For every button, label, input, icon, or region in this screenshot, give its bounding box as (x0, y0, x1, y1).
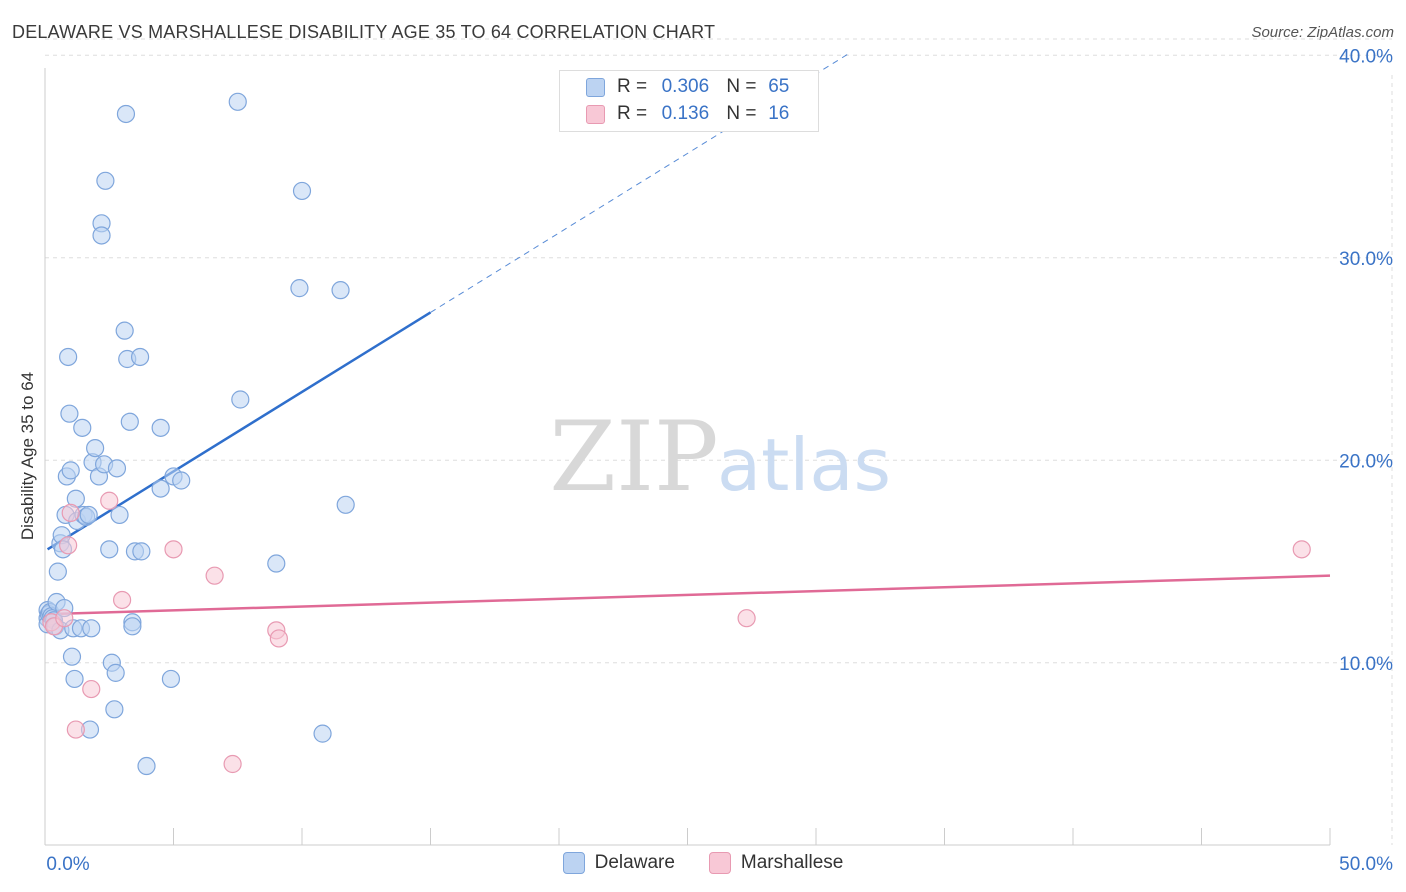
marshallese-legend-swatch (708, 852, 731, 874)
delaware-point (65, 669, 84, 689)
delaware-point (231, 390, 250, 409)
legend-item-delaware[interactable]: Delaware (562, 852, 675, 874)
chart-source: Source: ZipAtlas.com (1251, 24, 1394, 41)
delaware-point (48, 562, 67, 581)
marshallese-point (112, 590, 132, 610)
delaware-point (336, 495, 355, 514)
x-tick-label: 50.0% (1339, 854, 1393, 875)
chart-title: DELAWARE VS MARSHALLESE DISABILITY AGE 3… (12, 22, 716, 42)
delaware-point (267, 554, 286, 573)
delaware-point (106, 663, 125, 682)
marshallese-point (82, 679, 101, 699)
delaware-point (132, 542, 151, 561)
legend-n-label: N = (726, 76, 757, 97)
y-tick-label: 10.0% (1339, 654, 1393, 675)
trend-lines (46, 52, 1331, 616)
delaware-point (161, 669, 181, 689)
watermark-atlas: atlas (717, 423, 891, 507)
marshallese-trend-line (47, 574, 1331, 616)
delaware-point (172, 471, 191, 490)
delaware-point (151, 418, 170, 437)
marshallese-swatch (586, 104, 605, 124)
legend-r-value: 0.136 (661, 103, 710, 124)
x-tick-label: 0.0% (46, 854, 89, 875)
delaware-point (73, 418, 92, 437)
legend-n-value: 16 (768, 103, 790, 124)
delaware-point (116, 104, 136, 124)
y-tick-label: 40.0% (1339, 46, 1393, 67)
delaware-point (82, 619, 101, 638)
legend-row-marshallese: R = 0.136 N = 16 (586, 102, 796, 126)
stats-legend: R = 0.306 N = 65 R = 0.136 N = 16 (559, 70, 819, 132)
legend-label-delaware: Delaware (594, 852, 675, 873)
marshallese-point (66, 720, 85, 739)
delaware-point (151, 479, 170, 498)
y-tick-label: 20.0% (1339, 451, 1393, 472)
delaware-point (60, 404, 79, 423)
marshallese-point (269, 629, 288, 648)
delaware-point (130, 347, 150, 367)
delaware-point (79, 505, 98, 525)
delaware-point (123, 617, 142, 636)
delaware-point (137, 756, 156, 776)
delaware-point (59, 347, 78, 367)
y-tick-label: 30.0% (1339, 249, 1393, 270)
grid-lines (45, 38, 1393, 845)
legend-n-value: 65 (768, 76, 790, 97)
y-axis-label: Disability Age 35 to 64 (18, 372, 37, 540)
marshallese-point (1292, 540, 1311, 559)
marshallese-point (61, 503, 80, 523)
delaware-point (228, 92, 247, 111)
delaware-point (313, 724, 332, 743)
delaware-point (86, 439, 105, 458)
y-tick-labels: 10.0% 20.0% 30.0% 40.0% (1339, 46, 1393, 675)
delaware-point (62, 647, 82, 666)
delaware-point (92, 226, 111, 245)
legend-r-value: 0.306 (661, 76, 710, 97)
delaware-trend-line (46, 311, 432, 551)
delaware-point (61, 461, 80, 480)
legend-n-label: N = (726, 103, 757, 124)
delaware-point (96, 171, 115, 190)
marshallese-point (205, 566, 224, 585)
legend-label-marshallese: Marshallese (740, 852, 844, 873)
marshallese-point (55, 609, 74, 628)
series-legend: Delaware Marshallese (0, 852, 1406, 874)
delaware-point (292, 181, 312, 201)
delaware-legend-swatch (562, 852, 585, 874)
legend-item-marshallese[interactable]: Marshallese (708, 852, 844, 874)
delaware-point (107, 459, 127, 478)
delaware-point (100, 540, 119, 559)
delaware-point (120, 412, 139, 431)
legend-row-delaware: R = 0.306 N = 65 (586, 75, 796, 99)
legend-r-label: R = (617, 103, 648, 124)
marshallese-point (223, 754, 242, 774)
legend-r-label: R = (617, 76, 648, 97)
marshallese-point (100, 491, 119, 510)
marshallese-point (164, 540, 183, 559)
delaware-swatch (586, 77, 605, 97)
delaware-point (105, 700, 124, 719)
watermark-zip: ZIP (549, 401, 718, 513)
marshallese-point (59, 536, 78, 555)
points-layer (38, 92, 1311, 776)
delaware-point (290, 279, 309, 298)
axes (44, 68, 1331, 846)
delaware-point (331, 281, 350, 300)
x-tick-labels: 0.0% 50.0% (46, 854, 1393, 875)
marshallese-point (737, 609, 756, 628)
delaware-point (115, 321, 134, 340)
delaware-point (110, 505, 129, 525)
